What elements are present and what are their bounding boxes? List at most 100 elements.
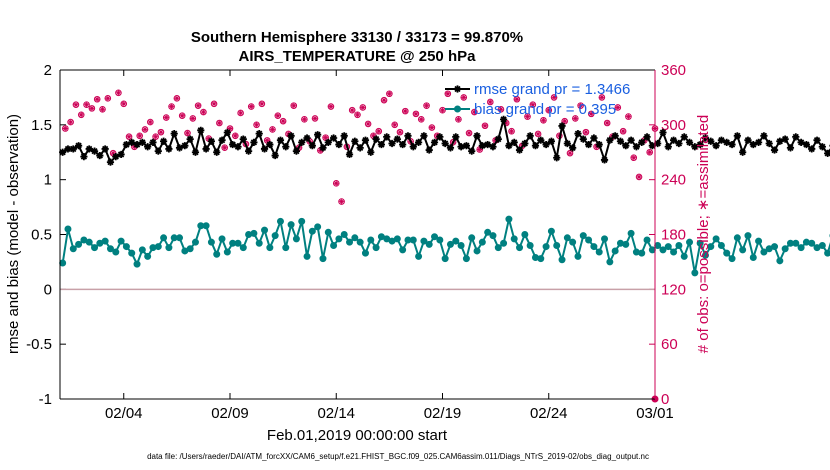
obs-assimilated-marker xyxy=(567,150,573,156)
obs-possible-marker xyxy=(513,95,521,103)
obs-assimilated-marker xyxy=(62,126,68,131)
obs-possible-marker xyxy=(354,111,361,119)
obs-count-marker xyxy=(380,96,388,104)
obs-assimilated-marker xyxy=(206,136,212,141)
obs-count-marker xyxy=(253,121,260,129)
obs-assimilated-marker xyxy=(477,147,483,152)
rmse-series-marker xyxy=(675,139,683,148)
obs-possible-marker xyxy=(184,129,191,137)
bias-series-marker xyxy=(723,249,731,257)
obs-count-marker xyxy=(471,108,478,116)
obs-count-marker xyxy=(173,95,181,102)
bias-series-marker xyxy=(691,269,699,277)
rmse-series-marker xyxy=(579,135,587,143)
bias-series-marker xyxy=(319,255,327,263)
series-lines xyxy=(59,115,830,277)
obs-possible-marker xyxy=(226,125,234,132)
bias-series-marker xyxy=(484,228,492,236)
bias-series-marker xyxy=(505,215,513,223)
y-left-tick-label: 0.5 xyxy=(31,227,52,244)
obs-possible-marker xyxy=(524,113,531,120)
bias-series-marker xyxy=(356,238,364,246)
rmse-series-marker xyxy=(739,148,747,156)
bias-series-marker xyxy=(292,235,300,243)
obs-assimilated-marker xyxy=(238,110,244,116)
bias-series-marker xyxy=(420,237,428,245)
rmse-series-marker xyxy=(266,140,274,149)
obs-count-marker xyxy=(247,103,255,110)
obs-assimilated-marker xyxy=(153,134,159,140)
bias-series-marker xyxy=(611,247,619,255)
rmse-series-marker xyxy=(542,140,550,149)
rmse-series-marker xyxy=(701,134,710,142)
obs-assimilated-marker xyxy=(232,133,238,139)
obs-assimilated-marker xyxy=(275,113,281,119)
obs-possible-marker xyxy=(449,138,457,146)
obs-possible-marker xyxy=(173,95,181,102)
rmse-series-marker xyxy=(489,143,497,151)
obs-count-marker xyxy=(359,104,367,111)
rmse-series-marker xyxy=(728,140,736,149)
rmse-series-marker xyxy=(510,138,518,146)
bias-series-marker xyxy=(749,254,757,262)
rmse-series-marker xyxy=(468,147,476,155)
obs-assimilated-marker xyxy=(471,109,477,115)
obs-count-marker xyxy=(614,104,622,111)
obs-assimilated-marker xyxy=(291,103,297,109)
obs-assimilated-marker xyxy=(110,150,116,156)
obs-possible-marker xyxy=(375,127,383,135)
rmse-series-marker xyxy=(430,138,439,146)
obs-count-marker xyxy=(290,102,298,109)
bias-series-marker xyxy=(133,260,141,268)
obs-possible-marker xyxy=(545,106,553,114)
obs-possible-marker xyxy=(364,120,372,128)
y-left-tick-label: 2 xyxy=(44,62,52,79)
obs-assimilated-marker xyxy=(301,116,307,122)
bias-series-marker xyxy=(271,232,279,240)
obs-assimilated-marker xyxy=(381,97,387,103)
bias-series-marker xyxy=(792,239,800,247)
rmse-series-marker xyxy=(202,145,210,153)
x-tick-label: 02/19 xyxy=(424,405,462,422)
bias-series-marker xyxy=(701,251,709,259)
rmse-series-marker xyxy=(361,136,370,144)
rmse-series-marker xyxy=(64,145,72,153)
bias-series-marker xyxy=(436,236,444,244)
bias-series-marker xyxy=(579,232,587,240)
obs-assimilated-marker xyxy=(264,137,270,143)
bias-series-marker xyxy=(340,231,348,238)
bias-series-marker xyxy=(128,249,136,257)
obs-count-marker xyxy=(391,121,398,129)
rmse-series-marker xyxy=(484,140,492,149)
obs-count-marker xyxy=(465,129,473,137)
rmse-series-marker xyxy=(282,143,290,151)
y-axis-label-right: # of obs: o=possible; ∗=assimilated xyxy=(695,115,712,354)
bias-series-marker xyxy=(622,240,630,248)
obs-count-marker xyxy=(402,107,409,115)
rmse-series-marker xyxy=(106,158,115,166)
x-tick-label: 02/09 xyxy=(211,405,249,422)
y-right-tick-label: 0 xyxy=(661,391,669,408)
obs-count-marker xyxy=(279,117,287,125)
obs-assimilated-marker xyxy=(371,133,376,139)
obs-possible-marker xyxy=(274,112,282,119)
obs-assimilated-marker xyxy=(376,128,382,134)
bias-series-marker xyxy=(670,248,678,256)
obs-possible-marker xyxy=(72,101,80,109)
bias-series-marker xyxy=(223,248,231,256)
bias-series-marker xyxy=(361,249,369,257)
obs-count-marker xyxy=(529,101,537,109)
obs-assimilated-marker xyxy=(317,148,323,153)
y-left-tick-label: 0 xyxy=(44,281,52,298)
bias-series-marker xyxy=(537,255,545,263)
axis-ticks: 02/04 02/09 02/14 02/19 02/24 03/01 2 1.5 1 0.5 0 -… xyxy=(26,62,686,422)
bias-series-marker xyxy=(489,232,497,240)
obs-count-marker xyxy=(630,154,638,162)
rmse-series-marker xyxy=(234,143,242,151)
rmse-series-marker xyxy=(372,135,380,143)
bias-series-marker xyxy=(69,245,77,253)
obs-assimilated-marker xyxy=(397,129,403,135)
rmse-series-marker xyxy=(255,130,263,138)
bias-series-marker xyxy=(255,239,263,247)
rmse-series-marker xyxy=(287,132,295,140)
